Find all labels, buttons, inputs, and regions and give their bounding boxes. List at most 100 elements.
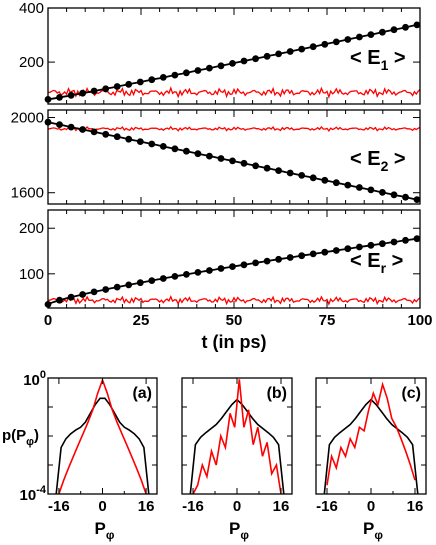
black-marker: [229, 60, 236, 67]
x-tick-label: -16: [316, 498, 338, 515]
red-series-E1: [47, 86, 421, 99]
black-marker: [390, 238, 398, 246]
black-marker: [309, 174, 317, 182]
inset-x-title: Pφ: [363, 519, 383, 542]
black-marker: [298, 252, 306, 260]
inset-0: -16 0 16 (a) Pφ: [47, 377, 158, 542]
black-marker: [194, 67, 202, 74]
black-marker: [402, 236, 409, 244]
x-tick-label: -16: [48, 498, 70, 515]
panel-label-E1: < E1 >: [350, 47, 406, 73]
black-marker: [286, 254, 294, 261]
y-tick-label: 400: [19, 0, 44, 17]
inset-tag: (b): [267, 385, 287, 402]
black-marker: [367, 241, 375, 249]
black-marker: [263, 164, 271, 172]
inset-2: -16 0 16 (c) Pφ: [315, 377, 427, 542]
black-marker: [275, 167, 282, 175]
inset-x-title: Pφ: [95, 519, 115, 542]
black-marker: [275, 255, 282, 263]
black-marker: [263, 257, 271, 265]
black-marker: [56, 296, 63, 304]
black-marker: [90, 288, 98, 296]
black-marker: [413, 235, 421, 243]
y-bottom-label: 10-4: [20, 484, 47, 504]
x-tick-label: 16: [407, 498, 424, 515]
inset-y-title: p(Pφ): [2, 427, 39, 448]
black-distribution: [189, 398, 285, 495]
black-marker: [125, 281, 133, 289]
y-tick-label: 200: [19, 220, 44, 237]
black-marker: [321, 248, 329, 256]
panel-E1: 200 400 < E1 >: [19, 0, 421, 105]
black-marker: [309, 250, 317, 258]
black-marker: [148, 140, 156, 148]
panel-Er: 100 200 < Er > 0 25 50 75 100 t (in ps): [19, 209, 433, 352]
black-distribution: [55, 397, 150, 495]
black-marker: [79, 126, 86, 133]
panel-label-E2: < E2 >: [350, 148, 406, 174]
black-marker: [217, 62, 225, 70]
black-marker: [194, 150, 202, 158]
black-marker: [79, 291, 86, 298]
black-marker: [125, 135, 133, 143]
black-marker: [171, 71, 179, 79]
black-marker: [367, 186, 375, 194]
x-axis-title: t (in ps): [202, 332, 267, 352]
black-marker: [171, 273, 179, 280]
inset-tag: (a): [132, 385, 152, 402]
x-tick-label: 16: [138, 498, 155, 515]
x-tick-label: 75: [319, 312, 336, 329]
black-marker: [263, 52, 271, 60]
y-tick-label: 100: [19, 266, 44, 283]
black-marker: [90, 87, 98, 95]
black-marker: [102, 286, 110, 293]
panel-label-Er: < Er >: [350, 250, 403, 276]
red-distribution: [192, 379, 282, 495]
y-tick-label: 1600: [11, 185, 44, 202]
black-marker: [298, 172, 306, 179]
y-tick-label: 2000: [11, 110, 44, 127]
black-marker: [402, 193, 409, 201]
black-marker: [344, 245, 352, 253]
black-marker: [252, 259, 259, 267]
panel-E2: 1600 2000 < E2 >: [11, 109, 421, 205]
black-marker: [390, 26, 398, 34]
inset-x-title: Pφ: [229, 519, 249, 542]
black-marker: [332, 179, 340, 187]
y-top-label: 100: [23, 369, 46, 389]
black-marker: [183, 271, 190, 278]
black-marker: [206, 64, 213, 72]
black-marker: [332, 247, 340, 254]
black-marker: [148, 76, 156, 84]
black-marker: [56, 121, 63, 128]
black-marker: [229, 263, 236, 270]
black-marker: [206, 267, 213, 274]
black-marker: [67, 293, 75, 301]
black-marker: [159, 74, 167, 81]
black-marker: [286, 48, 294, 55]
black-marker: [356, 33, 363, 41]
black-marker: [79, 89, 86, 97]
black-marker: [148, 277, 156, 284]
black-marker: [194, 269, 202, 276]
black-marker: [321, 176, 329, 184]
black-marker: [240, 159, 248, 167]
red-distribution: [326, 381, 416, 486]
black-marker: [275, 50, 282, 58]
black-marker: [183, 147, 190, 155]
black-marker: [240, 261, 248, 269]
black-marker: [286, 169, 294, 177]
black-marker: [56, 94, 63, 101]
black-marker: [298, 45, 306, 53]
inset-tag: (c): [401, 385, 421, 402]
x-tick-label: -16: [182, 498, 204, 515]
x-tick-label: 100: [407, 312, 432, 329]
black-marker: [252, 55, 259, 63]
x-tick-label: 16: [273, 498, 290, 515]
black-marker: [90, 128, 98, 136]
black-marker: [402, 23, 409, 31]
black-marker: [113, 83, 121, 90]
black-marker: [159, 143, 167, 150]
black-marker: [413, 21, 421, 29]
